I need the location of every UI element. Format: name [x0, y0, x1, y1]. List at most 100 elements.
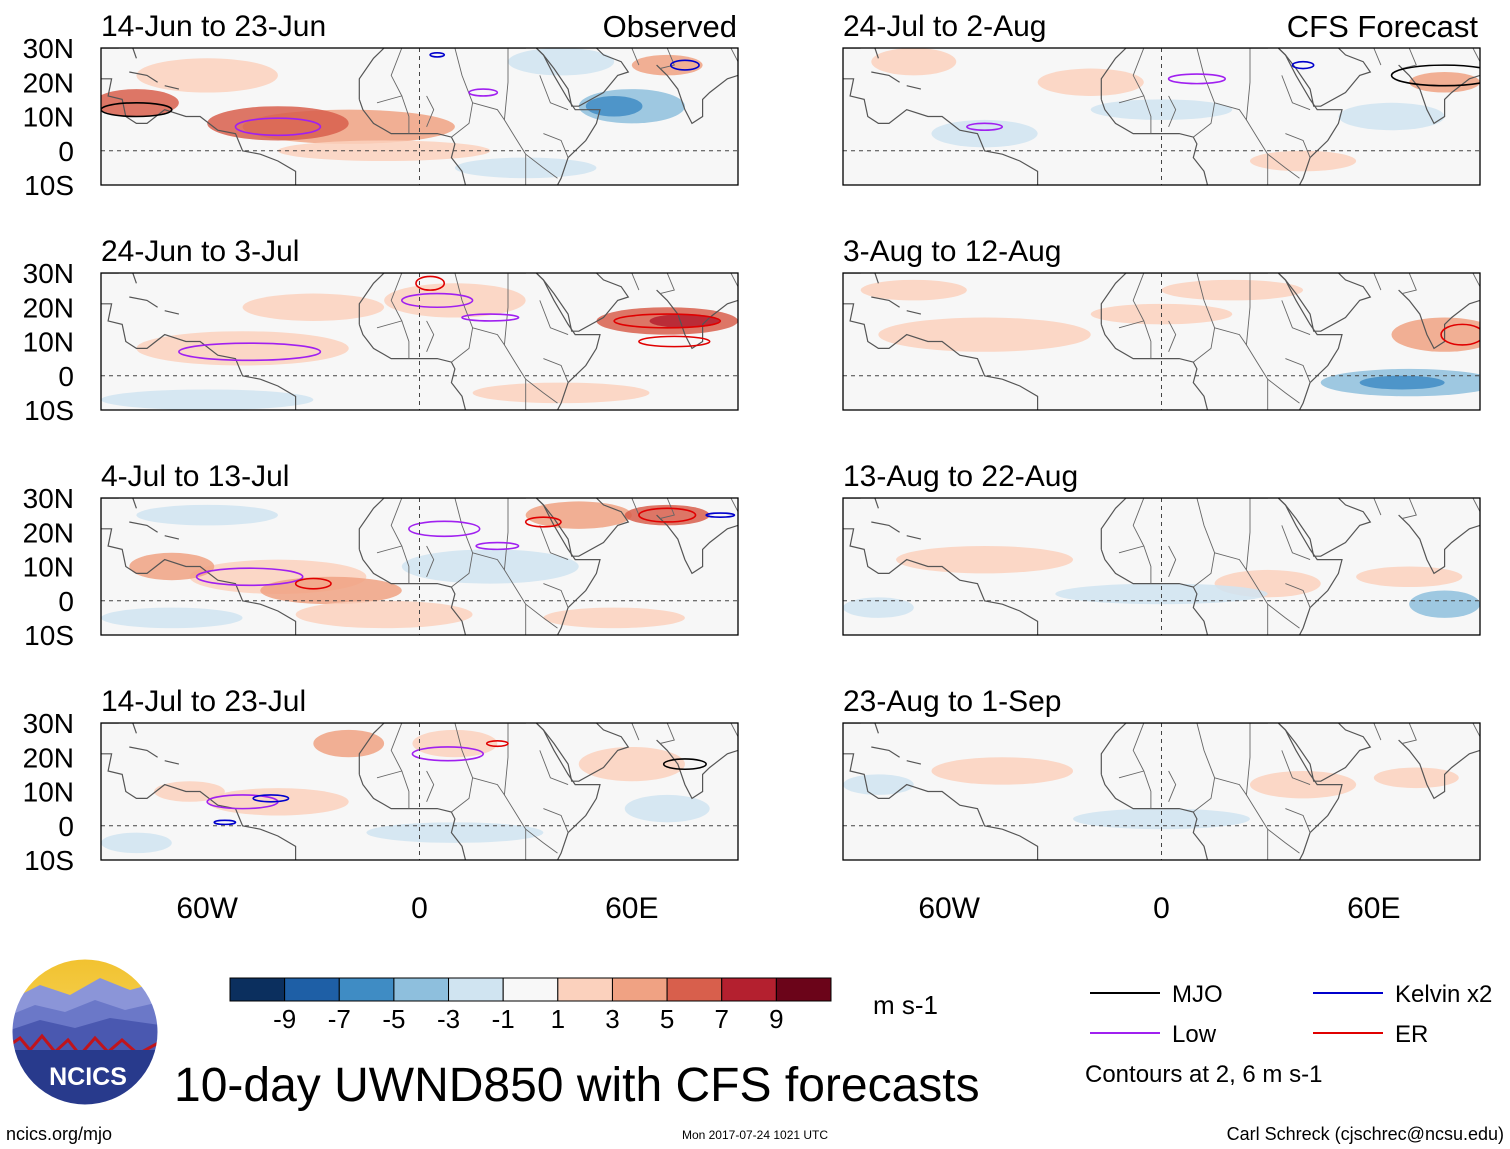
- coastline: [871, 746, 900, 758]
- border-line: [472, 327, 505, 346]
- border-line: [1245, 723, 1269, 860]
- anomaly-blob: [1073, 808, 1250, 830]
- border-line: [1143, 545, 1152, 584]
- colorbar-units: m s-1: [873, 990, 938, 1020]
- border-line: [1281, 75, 1311, 111]
- wave-contour: [1390, 64, 1480, 87]
- panel-period-title: 13-Aug to 22-Aug: [843, 460, 1078, 493]
- panel-frame: [842, 497, 1481, 636]
- border-line: [1281, 525, 1311, 561]
- coastline: [129, 296, 158, 308]
- coastline: [871, 296, 900, 308]
- border-line: [376, 273, 403, 329]
- colorbar-tick-label: 3: [605, 1004, 619, 1034]
- coastline: [358, 99, 467, 185]
- anomaly-blob: [1373, 767, 1459, 789]
- border-line: [1143, 770, 1152, 809]
- coastline: [1277, 498, 1372, 557]
- border-line: [1214, 102, 1247, 121]
- colorbar: -9 -7 -5 -3 -1 1 3 5 7 9: [229, 977, 832, 1034]
- border-line: [525, 603, 558, 629]
- wave-contour: [524, 516, 562, 528]
- lat-tick-label: 0: [58, 586, 74, 617]
- coastline: [358, 324, 467, 410]
- coastline: [843, 303, 1039, 410]
- coastline: [1398, 514, 1480, 575]
- coastline: [132, 273, 137, 284]
- coastline: [101, 753, 297, 860]
- legend: MJO Kelvin x2 Low ER: [1090, 981, 1492, 1048]
- legend-label: Kelvin x2: [1395, 981, 1492, 1008]
- border-line: [1267, 378, 1300, 404]
- border-line: [426, 770, 435, 802]
- colorbar-tick-label: -7: [328, 1004, 351, 1034]
- anomaly-blob: [384, 283, 526, 318]
- border-line: [1285, 133, 1311, 158]
- anomaly-blob: [136, 58, 278, 93]
- anomaly-blob: [585, 95, 643, 117]
- colorbar-swatch: [229, 977, 286, 1002]
- lat-tick-label: 20N: [23, 742, 74, 773]
- colorbar-tick-label: 1: [551, 1004, 565, 1034]
- border-line: [730, 498, 738, 512]
- wave-contour: [468, 88, 499, 97]
- anomaly-blob: [843, 774, 914, 795]
- border-line: [1285, 358, 1311, 383]
- colorbar-swatch: [448, 977, 504, 1002]
- wave-contour: [1291, 60, 1315, 70]
- border-line: [1285, 583, 1311, 608]
- panel-frame: [100, 497, 739, 636]
- anomaly-blob: [843, 597, 914, 618]
- colorbar-swatch: [666, 977, 723, 1002]
- legend-label: ER: [1395, 1021, 1428, 1048]
- coastline: [1100, 774, 1209, 860]
- lat-tick-label: 0: [58, 361, 74, 392]
- border-line: [1214, 777, 1247, 796]
- coastline: [906, 535, 922, 540]
- axes-layer: 30N20N10N010S30N20N10N010S30N20N10N010S3…: [23, 33, 1401, 925]
- wave-contour: [429, 51, 446, 58]
- coastline: [132, 48, 137, 59]
- border-line: [543, 133, 569, 158]
- border-line: [631, 48, 640, 66]
- lat-tick-label: 30N: [23, 258, 74, 289]
- border-line: [1118, 723, 1145, 779]
- border-line: [1168, 320, 1177, 352]
- lon-tick-label: 0: [411, 892, 428, 925]
- panel-period-title: 14-Jul to 23-Jul: [101, 685, 306, 718]
- coastline: [132, 723, 137, 734]
- wave-contour: [234, 117, 322, 137]
- wave-contour: [461, 313, 520, 322]
- panel-frame: [842, 722, 1481, 861]
- coastline: [871, 521, 900, 533]
- colorbar-tick-label: -9: [273, 1004, 296, 1034]
- border-line: [659, 273, 675, 295]
- lat-tick-label: 10S: [24, 395, 74, 426]
- anomaly-blob: [1409, 71, 1480, 93]
- wave-contour: [662, 758, 707, 771]
- lat-tick-label: 20N: [23, 517, 74, 548]
- border-line: [426, 95, 435, 127]
- anomaly-blob: [1037, 68, 1144, 96]
- lat-tick-label: 10S: [24, 845, 74, 876]
- border-line: [1143, 320, 1152, 359]
- panel-period-title: 24-Jun to 3-Jul: [101, 235, 299, 268]
- coastline: [843, 78, 1039, 185]
- map-panel: 14-Jun to 23-Jun: [100, 10, 739, 186]
- colorbar-tick-label: -3: [437, 1004, 460, 1034]
- border-line: [1143, 95, 1152, 134]
- anomaly-blob: [931, 757, 1074, 785]
- coastline: [101, 78, 297, 185]
- wave-contour: [415, 275, 446, 291]
- anomaly-blob: [1338, 102, 1445, 131]
- coastline: [874, 723, 879, 734]
- border-line: [659, 723, 675, 744]
- footer-url: ncics.org/mjo: [6, 1124, 112, 1144]
- anomaly-blob: [101, 832, 172, 854]
- coastline: [874, 273, 879, 284]
- contour-note: Contours at 2, 6 m s-1: [1085, 1061, 1322, 1088]
- anomaly-blob: [1359, 375, 1445, 390]
- panels-layer: 14-Jun to 23-Jun 24-Jun to 3-Jul 4-Jul to …: [100, 10, 1481, 861]
- map-panel: 14-Jul to 23-Jul: [100, 685, 739, 861]
- panel-frame: [842, 272, 1481, 411]
